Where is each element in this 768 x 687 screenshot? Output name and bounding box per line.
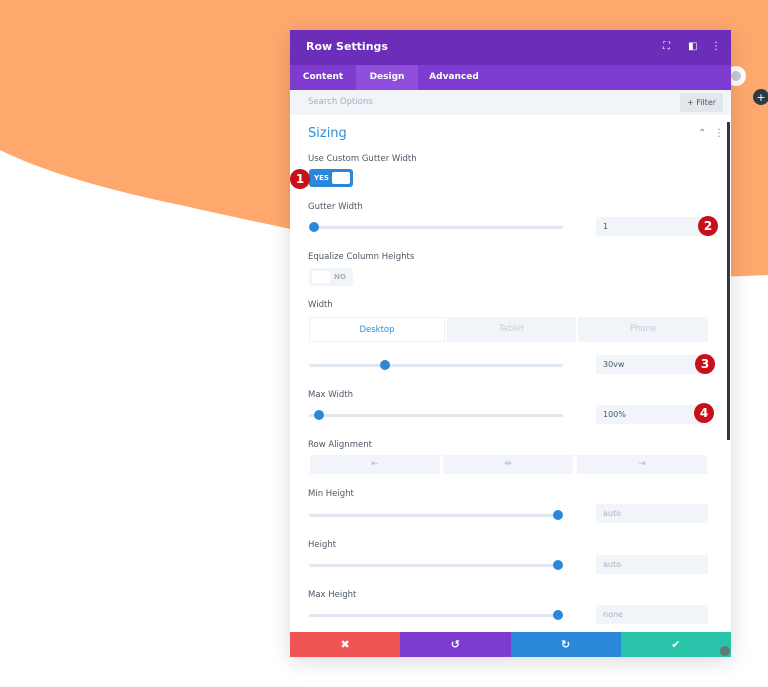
search-input[interactable]: Search Options xyxy=(308,97,373,107)
search-bar: Search Options + Filter xyxy=(290,90,731,115)
max-height-input[interactable]: none xyxy=(596,605,708,624)
cancel-button[interactable]: ✖ xyxy=(290,632,401,657)
label-custom-gutter: Use Custom Gutter Width xyxy=(308,154,417,164)
tab-advanced[interactable]: Advanced xyxy=(429,72,479,82)
split-view-icon[interactable]: ◧ xyxy=(688,41,698,52)
equalize-toggle[interactable]: NO xyxy=(309,268,353,286)
label-gutter-width: Gutter Width xyxy=(308,202,363,212)
label-equalize: Equalize Column Heights xyxy=(308,252,415,262)
annotation-badge: 1 xyxy=(290,169,310,189)
fullscreen-icon[interactable]: ⛶ xyxy=(663,41,670,52)
width-input[interactable]: 30vw xyxy=(596,355,708,374)
slider-handle[interactable] xyxy=(552,560,563,570)
tab-design[interactable]: Design xyxy=(356,65,418,90)
svg-text:+: + xyxy=(756,91,765,104)
device-tab-tablet[interactable]: Tablet xyxy=(447,317,576,342)
height-input[interactable]: auto xyxy=(596,555,708,574)
device-tab-desktop[interactable]: Desktop xyxy=(309,317,445,342)
annotation-badge: 4 xyxy=(694,403,714,423)
slider-handle[interactable] xyxy=(552,510,563,520)
label-width: Width xyxy=(308,300,333,310)
slider-handle[interactable] xyxy=(309,222,320,232)
section-title: Sizing xyxy=(308,126,347,141)
toggle-value: YES xyxy=(314,174,329,182)
align-right-button[interactable]: ⇥ xyxy=(577,455,707,474)
section-menu-icon[interactable]: ⋮ xyxy=(714,128,724,139)
align-center-button[interactable]: ⇹ xyxy=(443,455,573,474)
save-button[interactable]: ✔ xyxy=(620,632,731,657)
gutter-width-slider[interactable] xyxy=(309,222,563,232)
tab-bar: Content Design Advanced xyxy=(290,65,731,90)
chevron-up-icon[interactable]: ⌃ xyxy=(698,128,707,139)
slider-handle[interactable] xyxy=(380,360,391,370)
max-width-slider[interactable] xyxy=(309,410,563,420)
redo-button[interactable]: ↻ xyxy=(510,632,621,657)
undo-button[interactable]: ↺ xyxy=(400,632,511,657)
slider-handle[interactable] xyxy=(552,610,563,620)
max-height-slider[interactable] xyxy=(309,610,563,620)
annotation-badge: 2 xyxy=(698,216,718,236)
toggle-value: NO xyxy=(334,273,346,281)
slider-handle[interactable] xyxy=(314,410,325,420)
more-vertical-icon[interactable]: ⋮ xyxy=(711,41,721,52)
width-slider[interactable] xyxy=(309,360,563,370)
modal-header: Row Settings ⛶ ◧ ⋮ xyxy=(290,30,731,65)
max-width-input[interactable]: 100% xyxy=(596,405,708,424)
label-height: Height xyxy=(308,540,337,550)
custom-gutter-toggle[interactable]: YES xyxy=(309,169,353,187)
label-max-width: Max Width xyxy=(308,390,353,400)
min-height-input[interactable]: auto xyxy=(596,504,708,523)
align-left-button[interactable]: ⇤ xyxy=(310,455,440,474)
resize-handle-icon[interactable] xyxy=(720,646,730,656)
height-slider[interactable] xyxy=(309,560,563,570)
device-tab-phone[interactable]: Phone xyxy=(578,317,708,342)
scrollbar[interactable] xyxy=(727,122,730,440)
modal-title: Row Settings xyxy=(306,40,388,53)
tab-content[interactable]: Content xyxy=(302,72,344,82)
gutter-width-input[interactable]: 1 xyxy=(596,217,708,236)
label-row-alignment: Row Alignment xyxy=(308,440,372,450)
annotation-badge: 3 xyxy=(695,354,715,374)
row-settings-modal: Row Settings ⛶ ◧ ⋮ Content Design Advanc… xyxy=(290,30,731,657)
min-height-slider[interactable] xyxy=(309,510,563,520)
label-max-height: Max Height xyxy=(308,590,357,600)
label-min-height: Min Height xyxy=(308,489,354,499)
filter-button[interactable]: + Filter xyxy=(680,93,723,112)
